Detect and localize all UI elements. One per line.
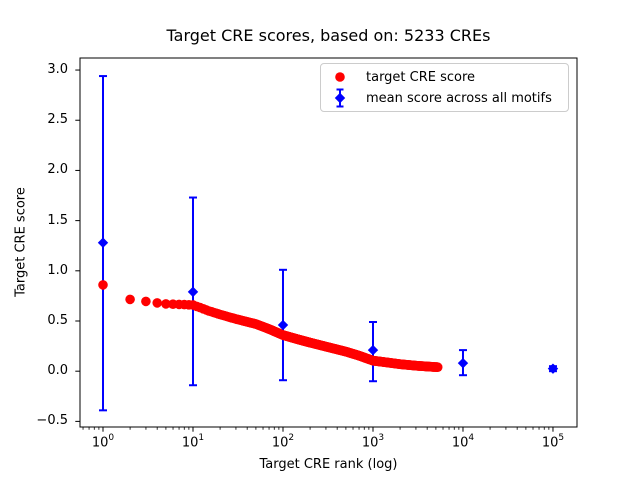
red-point <box>161 299 171 309</box>
red-point <box>125 294 135 305</box>
y-tick-label: 3.0 <box>47 62 68 78</box>
legend-label-mean: mean score across all motifs <box>366 90 552 106</box>
y-tick-label: 2.5 <box>47 112 68 128</box>
legend-row-target: target CRE score <box>321 66 475 88</box>
red-point <box>152 298 162 308</box>
x-tick-label: 105 <box>541 433 565 451</box>
x-tick-label: 104 <box>451 433 475 451</box>
y-tick-label: −0.5 <box>36 413 68 429</box>
mean-diamond <box>457 357 469 369</box>
legend-row-mean: mean score across all motifs <box>321 87 552 109</box>
legend-marker-diamond-errorbar <box>334 88 346 108</box>
x-tick-label: 100 <box>91 433 115 451</box>
mean-diamond <box>187 286 199 298</box>
x-axis-label: Target CRE rank (log) <box>259 457 398 472</box>
red-point <box>98 280 108 290</box>
plot-border <box>79 57 578 428</box>
y-tick-label: 1.0 <box>47 262 68 278</box>
mean-diamond <box>277 319 289 331</box>
legend: target CRE score mean score across all m… <box>320 63 569 112</box>
x-tick-label: 102 <box>271 433 295 451</box>
legend-label-target: target CRE score <box>366 69 476 85</box>
mean-diamond <box>547 363 559 374</box>
red-point <box>432 362 443 373</box>
y-tick-label: 1.5 <box>47 212 68 228</box>
y-tick-label: 0.5 <box>47 312 68 328</box>
mean-diamond <box>367 344 379 356</box>
x-tick-label: 103 <box>361 433 385 451</box>
red-point <box>141 296 151 307</box>
chart-title: Target CRE scores, based on: 5233 CREs <box>166 26 491 45</box>
y-tick-label: 0.0 <box>47 363 68 379</box>
mean-diamond <box>97 237 109 248</box>
x-tick-label: 101 <box>181 433 205 451</box>
y-axis-label: Target CRE score <box>13 187 29 297</box>
legend-marker-circle <box>335 72 345 82</box>
y-tick-label: 2.0 <box>47 162 68 178</box>
